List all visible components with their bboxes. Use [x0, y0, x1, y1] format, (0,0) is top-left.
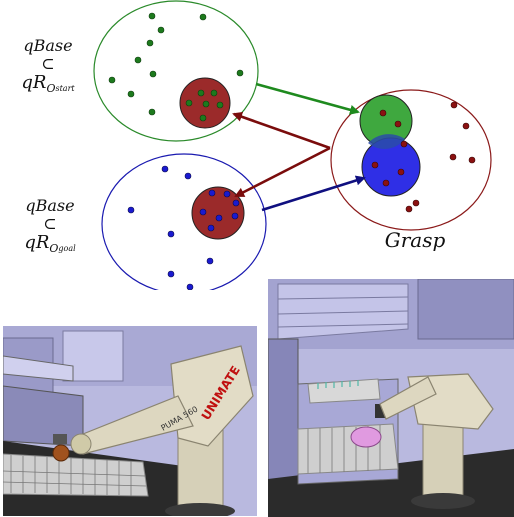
puma-plate-render: [268, 279, 514, 517]
puma-dishwasher-render: UNIMATE PUMA 560: [3, 326, 257, 516]
grasp-set-samples: [371, 101, 476, 213]
grasp-set-label: Grasp: [384, 228, 446, 252]
start-set-label: qBase ⊂ qROstart: [21, 36, 75, 95]
dish-rack-lower: [297, 423, 399, 475]
gripper-tool: [53, 434, 67, 444]
start-set-samples: [108, 12, 244, 116]
arrow-start-to-grasp: [255, 82, 360, 115]
gripper-tool: [375, 404, 385, 418]
goal-set-label: qBase ⊂ qROgoal: [24, 196, 76, 255]
grasp-overlap-region: [368, 134, 405, 149]
arrow-grasp-to-start: [232, 111, 331, 150]
grasp-diagram: [93, 0, 492, 290]
start-config-set: [93, 0, 259, 142]
grasp-set: [330, 89, 492, 231]
goal-grasp-region: [191, 186, 245, 240]
goal-config-set: [101, 153, 267, 290]
grasped-plate: [350, 426, 382, 448]
arrow-grasp-to-goal: [234, 146, 331, 198]
arrow-goal-to-grasp: [261, 175, 366, 212]
start-grasp-samples: [185, 89, 224, 122]
goal-set-samples: [127, 165, 214, 290]
robot-forearm: [379, 376, 437, 420]
dish-rack: [3, 453, 149, 497]
goal-grasp-samples: [199, 189, 240, 232]
grasped-cup: [52, 444, 70, 462]
